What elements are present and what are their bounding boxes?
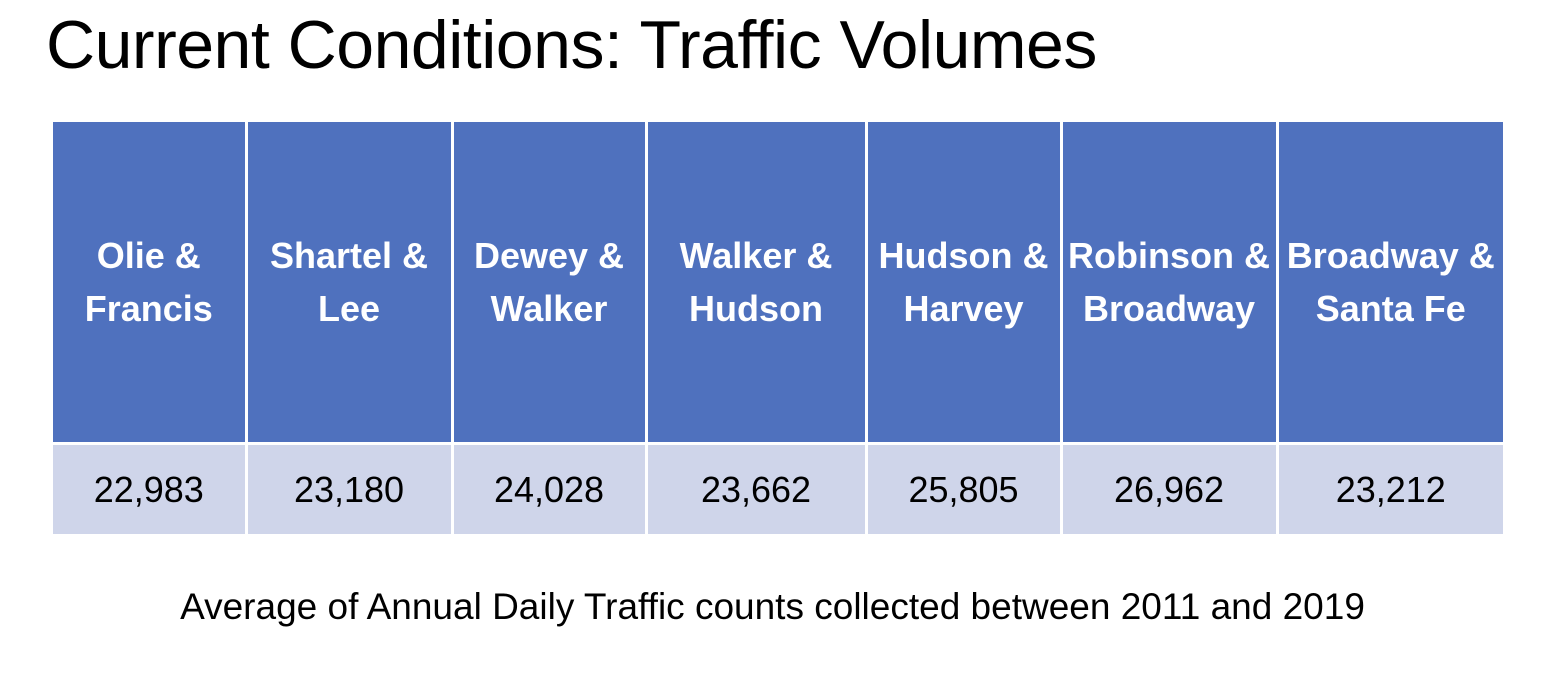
table-caption: Average of Annual Daily Traffic counts c…: [180, 586, 1365, 627]
column-header: Hudson & Harvey: [864, 122, 1063, 445]
table-cell: 23,180: [244, 442, 454, 534]
column-header: Broadway & Santa Fe: [1275, 122, 1503, 445]
table-row: 22,983 23,180 24,028 23,662 25,805 26,96…: [53, 442, 1503, 534]
table-cell: 22,983: [53, 442, 248, 534]
table-cell: 24,028: [450, 442, 648, 534]
column-header: Dewey & Walker: [450, 122, 648, 445]
column-header: Robinson & Broadway: [1059, 122, 1279, 445]
table-cell: 25,805: [864, 442, 1063, 534]
column-header: Olie & Francis: [53, 122, 248, 445]
header-row: Olie & Francis Shartel & Lee Dewey & Wal…: [53, 122, 1503, 445]
table-cell: 26,962: [1059, 442, 1279, 534]
column-header: Walker & Hudson: [644, 122, 868, 445]
slide-title: Current Conditions: Traffic Volumes: [46, 7, 1097, 83]
traffic-volume-table: Olie & Francis Shartel & Lee Dewey & Wal…: [53, 122, 1503, 534]
column-header: Shartel & Lee: [244, 122, 454, 445]
table-cell: 23,662: [644, 442, 868, 534]
table-cell: 23,212: [1275, 442, 1503, 534]
